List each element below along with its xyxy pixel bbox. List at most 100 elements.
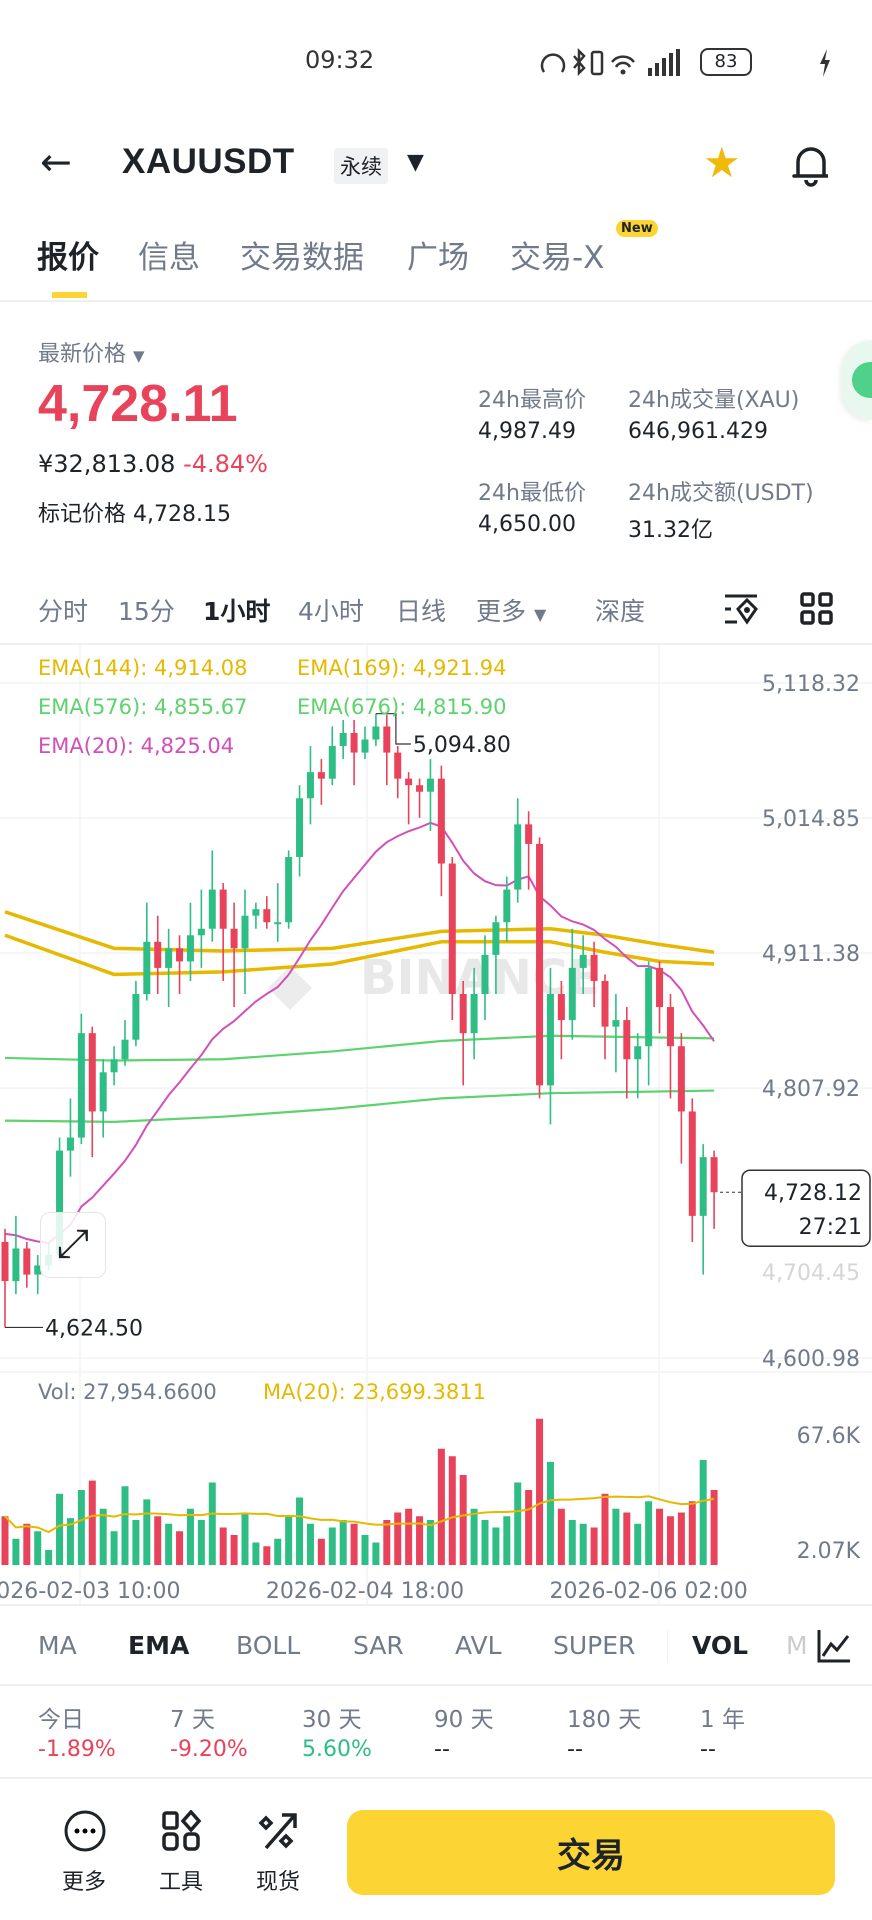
ema169-legend: EMA(169): 4,921.94 xyxy=(297,656,507,680)
indicator-avl[interactable]: AVL xyxy=(455,1631,502,1660)
indicator-boll[interactable]: BOLL xyxy=(236,1631,301,1660)
chat-bubble-button[interactable] xyxy=(842,340,872,420)
tab-square[interactable]: 广场 xyxy=(407,240,469,276)
high-label: 24h最高价 xyxy=(478,388,586,413)
period-value-1y: -- xyxy=(700,1737,716,1762)
current-price-label: 4,728.12 xyxy=(764,1181,862,1206)
indicator-sar[interactable]: SAR xyxy=(353,1631,404,1660)
candle-body xyxy=(666,1007,674,1047)
indicator-super[interactable]: SUPER xyxy=(553,1631,636,1660)
more-label: 更多 xyxy=(61,1870,106,1895)
tab-info[interactable]: 信息 xyxy=(138,240,200,276)
period-value-7d: -9.20% xyxy=(170,1737,248,1762)
candle xyxy=(274,883,282,942)
layout-grid-icon[interactable] xyxy=(800,592,834,626)
interval-depth[interactable]: 深度 xyxy=(595,597,646,626)
chevron-down-icon: ▼ xyxy=(133,347,145,365)
candle-body xyxy=(459,994,467,1034)
candle xyxy=(579,935,587,995)
tab-trade-x[interactable]: 交易-X xyxy=(510,240,605,276)
more-button[interactable]: 更多 xyxy=(49,1810,119,1900)
interval-more-label: 更多 xyxy=(476,597,527,626)
y-axis-tick-label: 4,807.92 xyxy=(762,1077,860,1102)
period-label-1y: 1 年 xyxy=(700,1707,745,1733)
candle-body xyxy=(208,889,216,929)
chart-settings-icon[interactable] xyxy=(723,592,759,626)
candle-body xyxy=(546,994,554,1086)
indicator-vol[interactable]: VOL xyxy=(692,1631,749,1660)
high-marker-line xyxy=(375,713,411,745)
volume-bar xyxy=(514,1482,522,1565)
wifi-icon xyxy=(611,55,635,68)
candle xyxy=(536,837,544,1099)
contract-type-badge: 永续 xyxy=(334,148,388,184)
indicator-settings-icon[interactable] xyxy=(816,1628,852,1664)
candle xyxy=(154,915,162,995)
candle xyxy=(23,1241,31,1288)
volume-bar xyxy=(1,1516,9,1565)
volume-bar xyxy=(197,1520,205,1565)
volume-bar xyxy=(579,1523,587,1565)
interval-1h[interactable]: 1小时 xyxy=(203,597,271,626)
ema576-line xyxy=(4,1034,715,1062)
tab-quote[interactable]: 报价 xyxy=(37,240,99,276)
volume-bar xyxy=(241,1512,249,1565)
candle xyxy=(285,850,293,929)
candle-body xyxy=(372,726,380,740)
tools-label: 工具 xyxy=(158,1870,203,1895)
volume-bar xyxy=(110,1531,118,1565)
x-axis-tick-label: 2026-02-03 10:00 xyxy=(0,1579,180,1604)
volume-bar xyxy=(677,1512,685,1565)
volume-bar xyxy=(416,1516,424,1565)
back-arrow-icon[interactable]: ← xyxy=(40,140,72,184)
candle-body xyxy=(241,915,249,949)
interval-more[interactable]: 更多 ▼ xyxy=(476,592,546,628)
low-label: 24h最低价 xyxy=(478,481,586,506)
candle-body xyxy=(623,1020,631,1060)
ema676-legend: EMA(676): 4,815.90 xyxy=(297,695,507,719)
candle-body xyxy=(66,1137,74,1151)
candlestick-chart[interactable]: BINANCE5,118.325,014.854,911.384,807.924… xyxy=(0,645,872,1605)
ema20-legend: EMA(20): 4,825.04 xyxy=(38,734,235,758)
volume-bar xyxy=(154,1516,162,1565)
candle xyxy=(219,883,227,981)
spot-label: 现货 xyxy=(255,1870,300,1895)
candle-body xyxy=(590,954,598,981)
interval-15m[interactable]: 15分 xyxy=(118,597,175,626)
interval-1d[interactable]: 日线 xyxy=(396,597,447,626)
volume-bar xyxy=(230,1535,238,1565)
indicator-ema[interactable]: EMA xyxy=(128,1631,190,1660)
candle-body xyxy=(405,778,413,786)
indicator-ma[interactable]: MA xyxy=(38,1631,77,1660)
indicator-more[interactable]: M xyxy=(786,1631,808,1660)
candle-body xyxy=(568,967,576,1021)
ema144-line xyxy=(4,933,715,977)
symbol-dropdown-icon[interactable]: ▼ xyxy=(407,150,424,175)
candle xyxy=(416,778,424,818)
spot-button[interactable]: 现货 xyxy=(243,1810,313,1900)
tools-button[interactable]: 工具 xyxy=(146,1810,216,1900)
price-type-selector[interactable]: 最新价格 ▼ xyxy=(38,336,145,368)
candle-body xyxy=(285,856,293,923)
interval-4h[interactable]: 4小时 xyxy=(298,597,364,626)
volume-bar xyxy=(88,1480,96,1565)
fullscreen-expand-icon[interactable]: ⤢ xyxy=(40,1212,106,1278)
active-tab-indicator xyxy=(52,292,87,298)
volume-bar xyxy=(99,1508,107,1565)
interval-line[interactable]: 分时 xyxy=(38,597,89,626)
trade-button[interactable]: 交易 xyxy=(347,1810,835,1895)
volume-bar xyxy=(176,1531,184,1565)
candle-body xyxy=(197,928,205,936)
candle-body xyxy=(328,746,336,779)
symbol-title[interactable]: XAUUSDT xyxy=(122,142,295,181)
candle-body xyxy=(361,739,369,753)
period-label-90d: 90 天 xyxy=(434,1707,494,1733)
volume-bar xyxy=(426,1520,434,1565)
bell-icon[interactable] xyxy=(790,142,832,188)
favorite-star-icon[interactable]: ★ xyxy=(703,138,741,187)
divider xyxy=(667,1630,668,1662)
candle-body xyxy=(176,948,184,962)
candle xyxy=(230,902,238,1008)
candle-body xyxy=(121,1039,129,1060)
tab-trading-data[interactable]: 交易数据 xyxy=(240,240,364,276)
